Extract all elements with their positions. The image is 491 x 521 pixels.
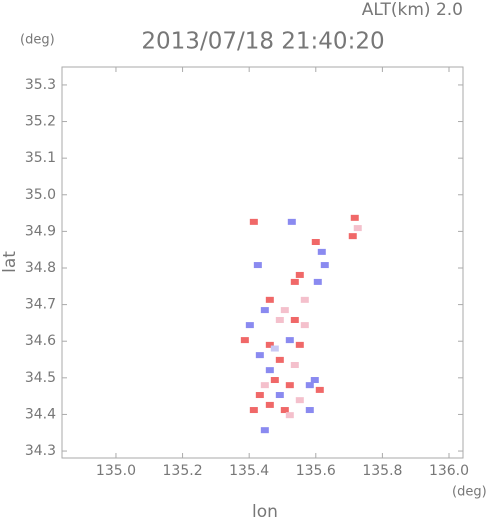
- x-tick-label: 136.0: [429, 463, 469, 479]
- echo-cell: [240, 337, 249, 344]
- echo-cell: [350, 214, 359, 221]
- echo-cell: [300, 296, 309, 303]
- y-tick-label: 34.8: [25, 260, 56, 276]
- chart-title: 2013/07/18 21:40:20: [141, 29, 384, 55]
- echo-cell: [287, 218, 296, 225]
- x-axis-label: lon: [252, 502, 278, 521]
- echo-cell: [265, 341, 274, 348]
- altitude-label: ALT(km) 2.0: [362, 0, 463, 20]
- x-tick-label: 135.0: [96, 463, 136, 479]
- echo-cell: [265, 296, 274, 303]
- echo-cell: [300, 322, 309, 329]
- echo-cell: [260, 307, 269, 314]
- y-tick-label: 34.4: [25, 406, 56, 422]
- y-tick-label: 34.3: [25, 443, 56, 459]
- echo-cell: [320, 262, 329, 269]
- x-tick-label: 135.2: [163, 463, 203, 479]
- y-axis-label: lat: [0, 251, 20, 273]
- echo-cell: [305, 407, 314, 414]
- echo-cell: [270, 377, 279, 384]
- echo-cell: [249, 407, 258, 414]
- echo-cell: [255, 392, 264, 399]
- y-tick-label: 34.9: [25, 223, 56, 239]
- echo-cell: [265, 401, 274, 408]
- x-unit: (deg): [452, 485, 487, 500]
- echo-cell: [285, 337, 294, 344]
- echo-cell: [280, 307, 289, 314]
- y-tick-label: 34.7: [25, 297, 56, 313]
- echo-cell: [313, 278, 322, 285]
- echo-cell: [305, 382, 314, 389]
- y-tick-label: 35.1: [25, 150, 56, 166]
- echo-cell: [310, 377, 319, 384]
- y-tick-label: 34.5: [25, 370, 56, 386]
- echo-cell: [270, 345, 279, 352]
- y-tick-label: 34.6: [25, 333, 56, 349]
- echo-cell: [275, 392, 284, 399]
- echo-cell: [295, 397, 304, 404]
- echo-cell: [285, 382, 294, 389]
- echo-cell: [295, 341, 304, 348]
- echo-cell: [245, 322, 254, 329]
- echo-cell: [290, 316, 299, 323]
- echo-cell: [265, 367, 274, 374]
- y-tick-label: 35.2: [25, 114, 56, 130]
- echo-cell: [275, 316, 284, 323]
- echo-cell: [290, 278, 299, 285]
- echo-cell: [295, 271, 304, 278]
- y-tick-label: 35.3: [25, 77, 56, 93]
- echo-cell: [353, 225, 362, 232]
- echo-cell: [348, 233, 357, 240]
- echo-cell: [280, 407, 289, 414]
- y-unit: (deg): [20, 33, 55, 48]
- echo-cell: [275, 356, 284, 363]
- x-tick-label: 135.6: [296, 463, 336, 479]
- echo-cell: [255, 352, 264, 359]
- echo-cell: [290, 362, 299, 369]
- echo-cell: [253, 262, 262, 269]
- echo-cell: [315, 386, 324, 393]
- echo-cell: [249, 218, 258, 225]
- echo-cell: [260, 382, 269, 389]
- plot-frame: [61, 66, 464, 459]
- x-tick-label: 135.4: [229, 463, 269, 479]
- echo-cell: [311, 238, 320, 245]
- echo-cell: [317, 248, 326, 255]
- echo-cell: [285, 412, 294, 419]
- echo-cell: [260, 427, 269, 434]
- y-tick-label: 35.0: [25, 187, 56, 203]
- x-tick-label: 135.8: [362, 463, 402, 479]
